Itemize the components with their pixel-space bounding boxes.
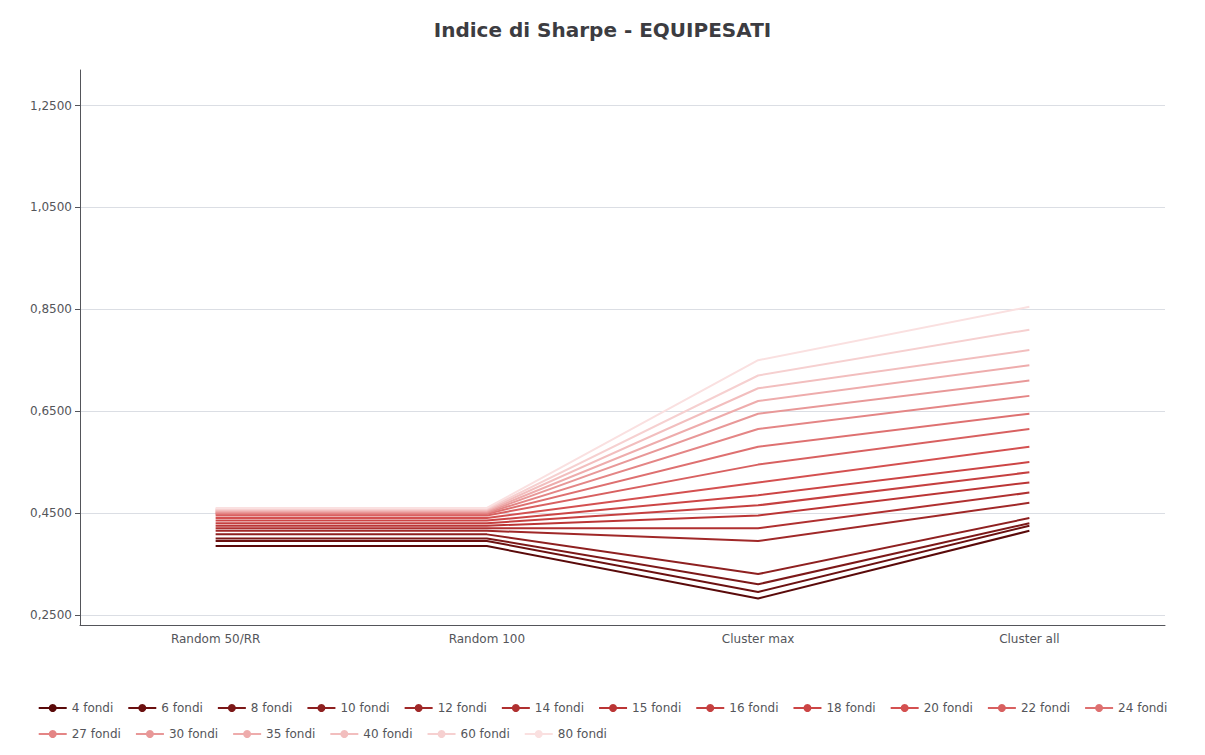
svg-text:16 fondi: 16 fondi	[729, 701, 778, 715]
svg-text:0,4500: 0,4500	[30, 506, 72, 520]
svg-text:30 fondi: 30 fondi	[169, 727, 218, 741]
svg-text:Cluster max: Cluster max	[722, 632, 795, 646]
svg-text:24 fondi: 24 fondi	[1118, 701, 1167, 715]
svg-text:22 fondi: 22 fondi	[1021, 701, 1070, 715]
svg-text:60 fondi: 60 fondi	[461, 727, 510, 741]
svg-text:27 fondi: 27 fondi	[72, 727, 121, 741]
svg-text:4 fondi: 4 fondi	[72, 701, 114, 715]
svg-text:1,2500: 1,2500	[30, 99, 72, 113]
svg-text:Indice di Sharpe - EQUIPESATI: Indice di Sharpe - EQUIPESATI	[434, 18, 772, 42]
svg-text:0,6500: 0,6500	[30, 404, 72, 418]
svg-text:15 fondi: 15 fondi	[632, 701, 681, 715]
svg-text:18 fondi: 18 fondi	[826, 701, 875, 715]
svg-text:80 fondi: 80 fondi	[558, 727, 607, 741]
svg-text:1,0500: 1,0500	[30, 200, 72, 214]
svg-text:8 fondi: 8 fondi	[251, 701, 293, 715]
svg-text:40 fondi: 40 fondi	[363, 727, 412, 741]
svg-text:20 fondi: 20 fondi	[924, 701, 973, 715]
svg-text:Random 50/RR: Random 50/RR	[171, 632, 260, 646]
svg-text:0,2500: 0,2500	[30, 608, 72, 622]
svg-text:35 fondi: 35 fondi	[266, 727, 315, 741]
svg-text:Cluster all: Cluster all	[999, 632, 1059, 646]
svg-text:6 fondi: 6 fondi	[161, 701, 203, 715]
svg-text:Random 100: Random 100	[449, 632, 525, 646]
svg-text:14 fondi: 14 fondi	[535, 701, 584, 715]
svg-text:12 fondi: 12 fondi	[438, 701, 487, 715]
svg-text:10 fondi: 10 fondi	[340, 701, 389, 715]
svg-text:0,8500: 0,8500	[30, 302, 72, 316]
